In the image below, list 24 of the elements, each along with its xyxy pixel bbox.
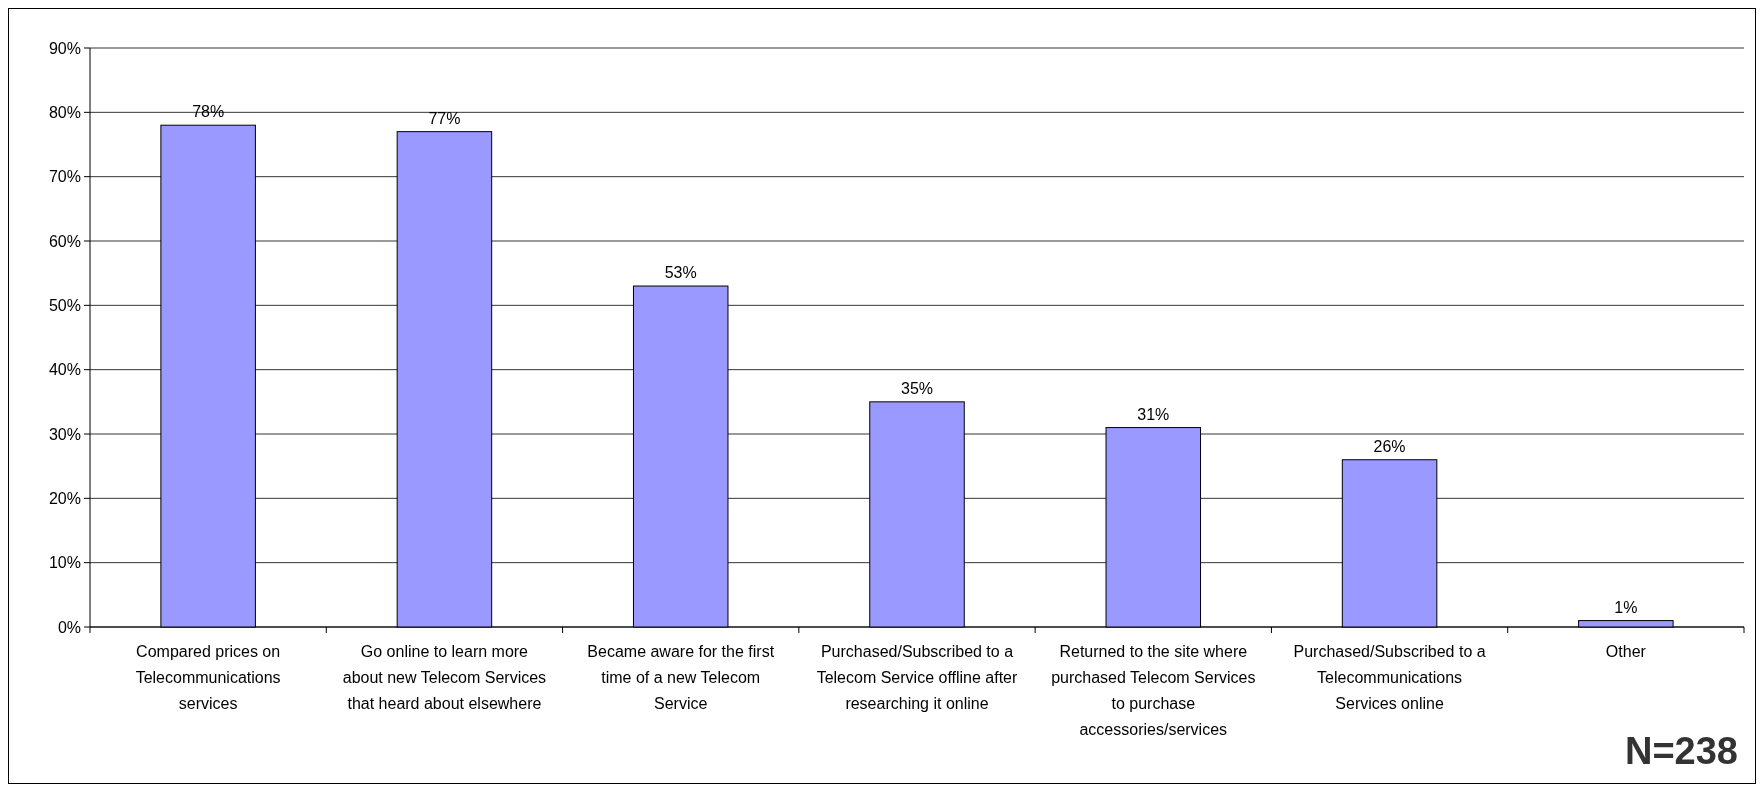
x-tick-label: Compared prices on Telecommunications services xyxy=(135,643,281,712)
y-tick-label: 10% xyxy=(48,554,81,572)
y-tick-label: 80% xyxy=(48,103,81,121)
x-tick-label: Go online to learn more about new Telecom Services that heard about elsewhere xyxy=(342,643,547,712)
text: N=238 xyxy=(1624,730,1738,772)
x-tick-label: Other xyxy=(1605,643,1647,660)
data-label: 53% xyxy=(664,264,697,282)
data-label: 1% xyxy=(1614,598,1638,616)
data-label: 26% xyxy=(1373,437,1406,455)
y-tick-label: 40% xyxy=(48,361,81,379)
x-tick-label: Returned to the site where purchased Telecom Services to purchase accessories/services xyxy=(1051,643,1256,738)
y-tick-label: 60% xyxy=(48,232,81,250)
x-tick-label: Purchased/Subscribed to a Telecom Service offline after researching it online xyxy=(816,643,1019,712)
data-label: 35% xyxy=(900,379,934,397)
y-tick-label: 30% xyxy=(48,425,81,443)
x-tick-label: Became aware for the first time of a new Telecom Service xyxy=(587,643,775,712)
data-label: 31% xyxy=(1137,405,1170,423)
y-tick-label: 20% xyxy=(48,489,81,507)
y-tick-label: 0% xyxy=(57,618,81,636)
data-label: 77% xyxy=(428,109,461,127)
y-tick-label: 70% xyxy=(48,168,81,186)
y-tick-label: 90% xyxy=(48,39,81,57)
y-tick-label: 50% xyxy=(48,296,81,314)
x-tick-label: Purchased/Subscribed to a Telecommunications Services online xyxy=(1293,643,1486,712)
